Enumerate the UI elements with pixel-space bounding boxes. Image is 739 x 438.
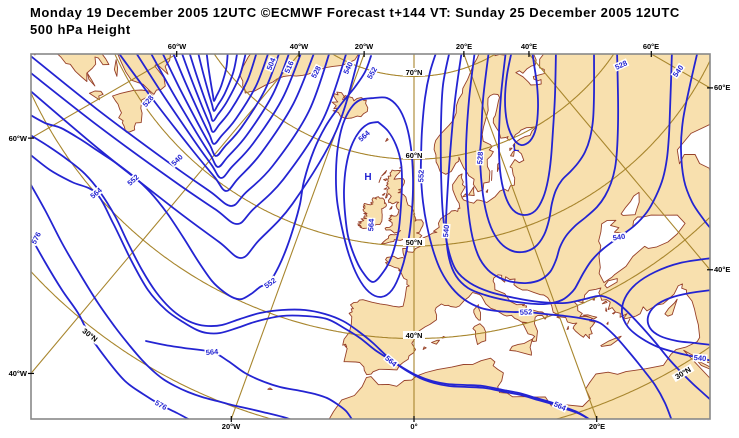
svg-text:40°E: 40°E (521, 42, 537, 51)
svg-text:20°W: 20°W (355, 42, 374, 51)
svg-text:40°N: 40°N (406, 331, 423, 340)
svg-text:500 hPa Height: 500 hPa Height (30, 22, 131, 37)
svg-text:L: L (513, 143, 519, 154)
svg-text:552: 552 (416, 170, 425, 183)
svg-text:Monday 19 December 2005 12UTC: Monday 19 December 2005 12UTC ©ECMWF For… (30, 5, 680, 20)
svg-text:564: 564 (366, 218, 376, 232)
svg-text:40°W: 40°W (290, 42, 309, 51)
svg-text:40°E: 40°E (714, 265, 730, 274)
svg-text:60°N: 60°N (406, 151, 423, 160)
svg-text:564: 564 (205, 347, 219, 357)
svg-text:576: 576 (29, 230, 43, 245)
svg-text:60°W: 60°W (9, 134, 28, 143)
svg-text:20°E: 20°E (589, 422, 605, 431)
svg-text:540: 540 (612, 232, 626, 243)
svg-text:540: 540 (441, 224, 451, 237)
svg-text:20°W: 20°W (222, 422, 241, 431)
svg-text:60°W: 60°W (168, 42, 187, 51)
svg-text:40°W: 40°W (9, 369, 28, 378)
svg-text:60°E: 60°E (643, 42, 659, 51)
svg-text:540: 540 (693, 353, 706, 363)
svg-text:50°N: 50°N (406, 238, 423, 247)
svg-text:552: 552 (520, 307, 533, 317)
svg-text:0°: 0° (410, 422, 417, 431)
svg-text:H: H (364, 172, 371, 183)
svg-text:528: 528 (475, 152, 485, 165)
svg-text:20°E: 20°E (456, 42, 472, 51)
svg-text:70°N: 70°N (406, 68, 423, 77)
svg-text:60°E: 60°E (714, 83, 730, 92)
